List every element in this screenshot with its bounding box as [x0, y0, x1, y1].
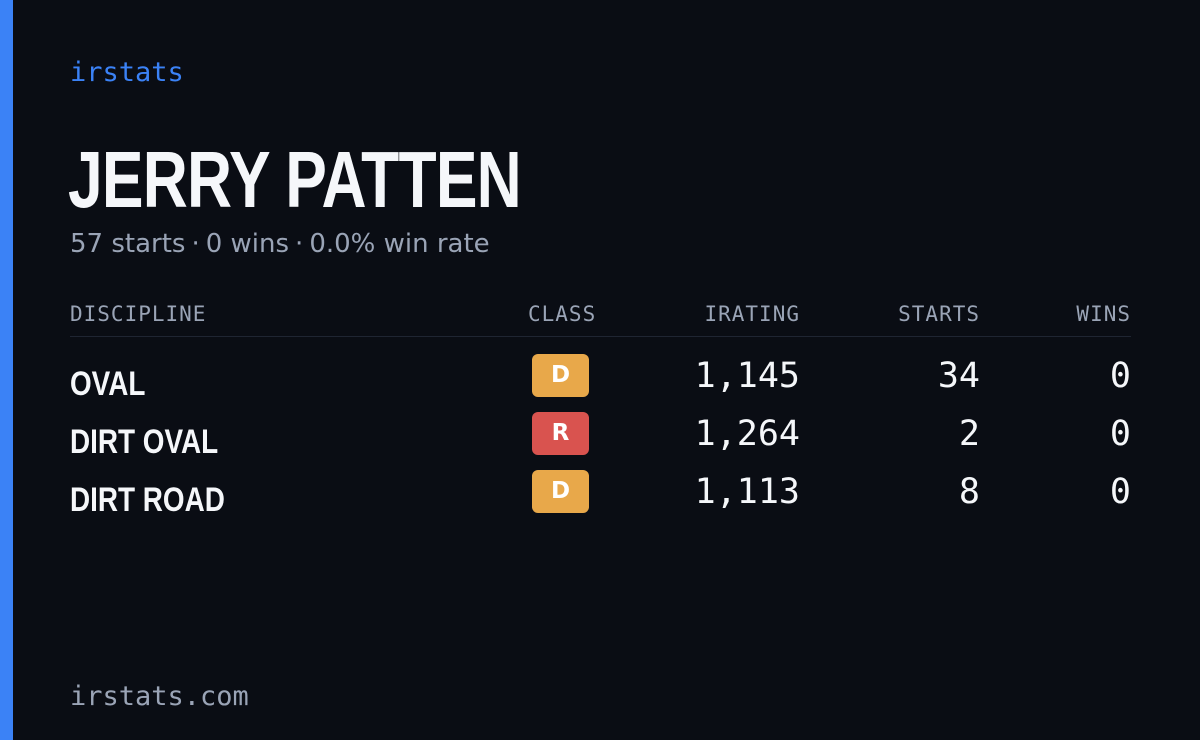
- summary-separator: ·: [295, 229, 304, 259]
- table-row: OVAL D 1,145 34 0: [70, 354, 1131, 412]
- irating-value: 1,264: [694, 414, 800, 454]
- wins-summary: 0 wins: [205, 229, 290, 259]
- class-badge: D: [532, 354, 589, 397]
- discipline-name: DIRT OVAL: [70, 423, 219, 461]
- footer-url: irstats.com: [70, 681, 249, 712]
- class-badge: R: [532, 412, 589, 455]
- discipline-table: DISCIPLINE CLASS IRATING STARTS WINS OVA…: [70, 296, 1131, 528]
- starts-summary: 57 starts: [70, 229, 186, 259]
- table-row: DIRT OVAL R 1,264 2 0: [70, 412, 1131, 470]
- starts-value: 2: [958, 414, 980, 454]
- brand-logo-text: irstats: [70, 57, 184, 88]
- driver-summary: 57 starts · 0 wins · 0.0% win rate: [70, 226, 490, 262]
- accent-bar: [0, 0, 13, 740]
- header-wins: WINS: [1076, 302, 1131, 326]
- wins-value: 0: [1109, 356, 1131, 396]
- starts-value: 8: [958, 472, 980, 512]
- class-badge: D: [532, 470, 589, 513]
- table-body: OVAL D 1,145 34 0 DIRT OVAL R 1,264 2 0 …: [70, 354, 1131, 528]
- irating-value: 1,113: [694, 472, 800, 512]
- win-rate-summary: 0.0% win rate: [309, 229, 490, 259]
- driver-name: JERRY PATTEN: [68, 135, 522, 224]
- table-header: DISCIPLINE CLASS IRATING STARTS WINS: [70, 296, 1131, 337]
- wins-value: 0: [1109, 472, 1131, 512]
- header-irating: IRATING: [704, 302, 800, 326]
- table-row: DIRT ROAD D 1,113 8 0: [70, 470, 1131, 528]
- header-discipline: DISCIPLINE: [70, 302, 207, 326]
- irating-value: 1,145: [694, 356, 800, 396]
- summary-separator: ·: [191, 229, 200, 259]
- discipline-name: DIRT ROAD: [70, 481, 225, 519]
- header-class: CLASS: [528, 302, 597, 326]
- header-starts: STARTS: [898, 302, 980, 326]
- wins-value: 0: [1109, 414, 1131, 454]
- starts-value: 34: [937, 356, 980, 396]
- discipline-name: OVAL: [70, 365, 146, 403]
